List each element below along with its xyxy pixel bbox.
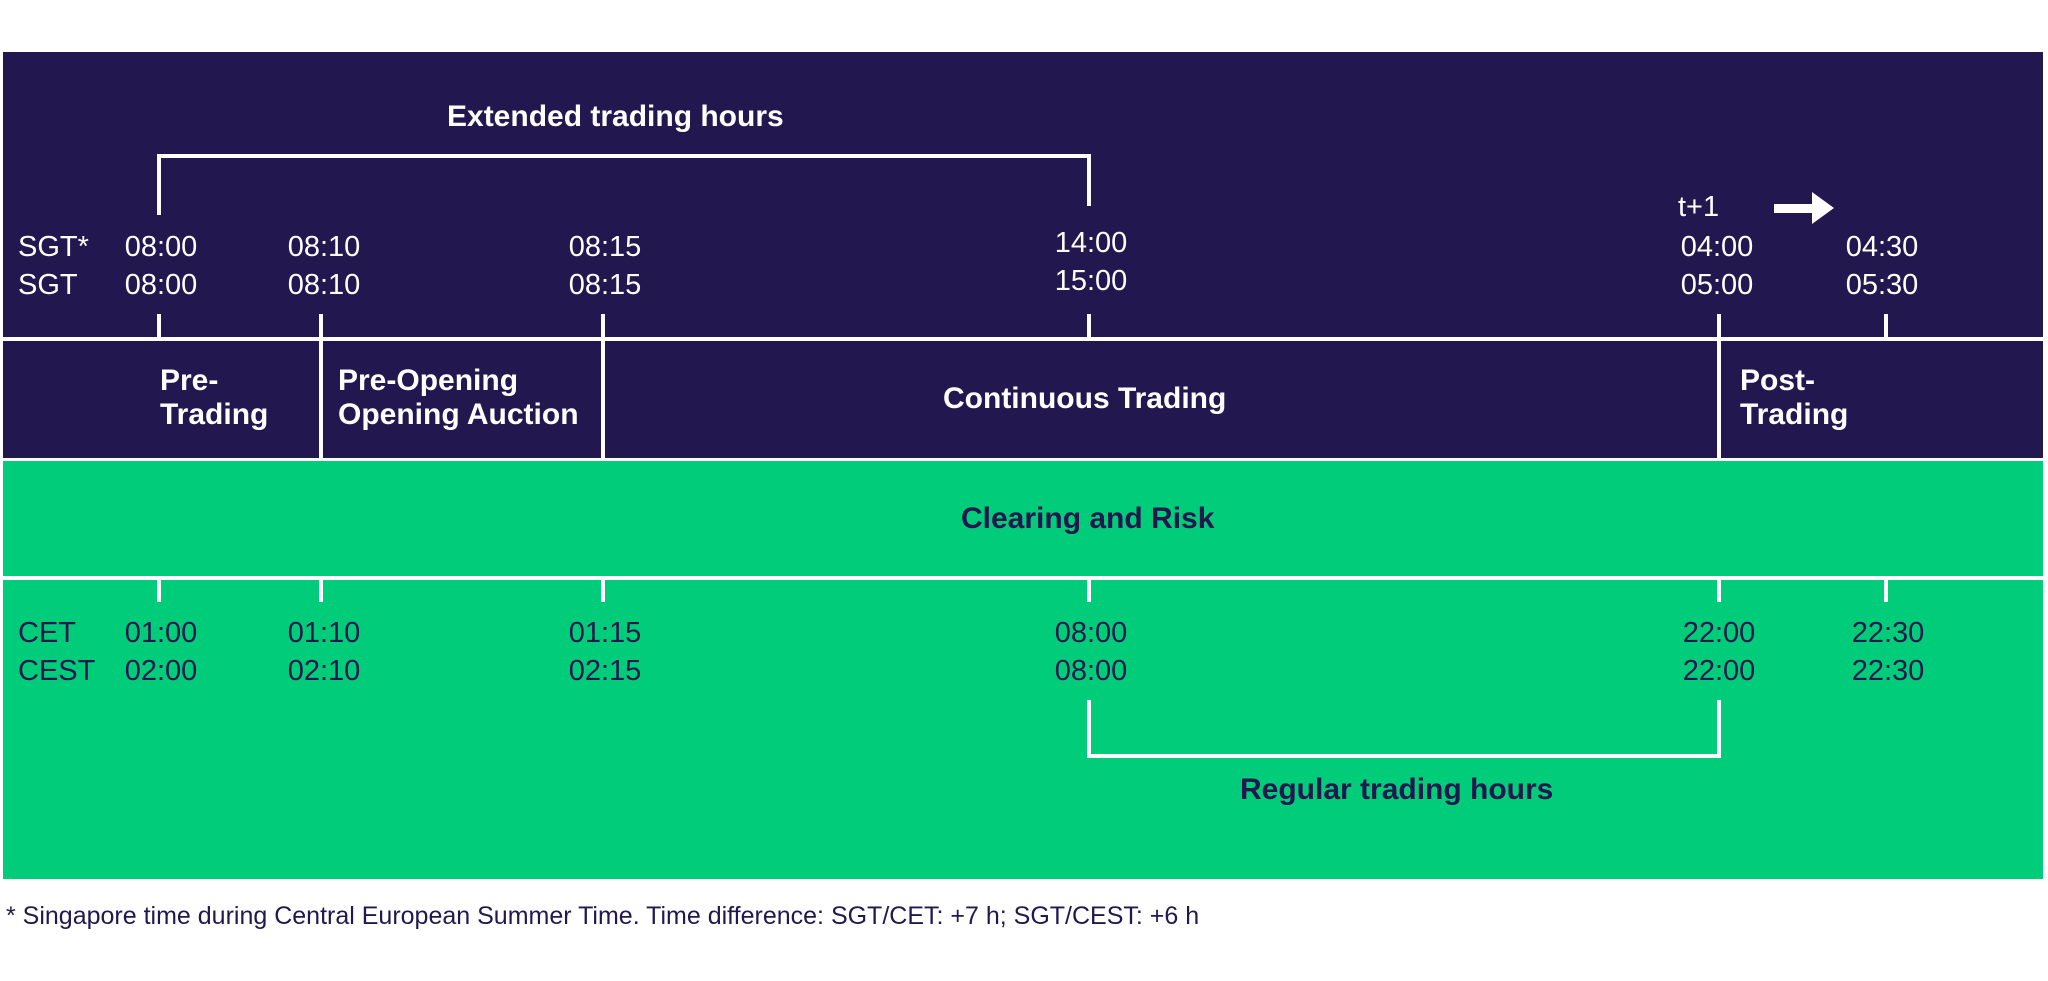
cet-time-0100: 01:00 [124,617,198,649]
tick-bottom-2200 [1717,578,1721,602]
timezone-sgt: SGT [18,269,78,301]
phase-post-trading: Post- Trading [1740,364,1848,432]
phase-pre-opening-line1: Pre-Opening [338,364,519,397]
tick-top-0800 [157,314,161,339]
cest-time-2200: 22:00 [1682,655,1756,687]
phase-pre-trading-line1: Pre- [160,364,219,397]
upper-timeline-line [3,337,2043,341]
cest-time-2230: 22:30 [1851,655,1925,687]
tick-bottom-0115 [601,578,605,602]
cest-time-0800: 08:00 [1054,655,1128,687]
sgt-time-0815-b: 08:15 [568,269,642,301]
sgt-time-0810-a: 08:10 [287,231,361,263]
divider-pre-opening [601,339,605,459]
tick-top-0815 [601,314,605,339]
timezone-cest: CEST [18,655,96,687]
sgt-time-0530: 05:30 [1845,269,1919,301]
tick-top-0810 [319,314,323,339]
phase-pre-trading-line2: Trading [160,398,269,431]
divider-continuous [1717,339,1721,459]
lower-timeline-line [3,576,2043,580]
tick-top-1400 [1087,314,1091,339]
cest-time-0215: 02:15 [568,655,642,687]
divider-pre-trading [319,339,323,459]
cet-time-2200: 22:00 [1682,617,1756,649]
sgt-time-0500: 05:00 [1680,269,1754,301]
tick-bottom-2230 [1884,578,1888,602]
phase-continuous-trading: Continuous Trading [943,382,1227,415]
tick-top-0400 [1717,314,1721,339]
cest-time-0200: 02:00 [124,655,198,687]
footnote: * Singapore time during Central European… [6,902,1200,930]
phase-post-trading-line2: Trading [1740,398,1849,431]
cet-time-0115: 01:15 [568,617,642,649]
cet-timeline-panel [3,461,2043,879]
phase-post-trading-line1: Post- [1740,364,1815,397]
cest-time-0210: 02:10 [287,655,361,687]
tick-bottom-0110 [319,578,323,602]
regular-hours-label: Regular trading hours [1240,773,1554,806]
next-day-label: t+1 [1678,191,1720,223]
cet-time-0800: 08:00 [1054,617,1128,649]
sgt-timeline-panel [3,52,2043,458]
cet-time-0110: 01:10 [287,617,361,649]
phase-pre-opening: Pre-Opening Opening Auction [338,364,579,432]
timezone-cet: CET [18,617,76,649]
sgt-time-0810-b: 08:10 [287,269,361,301]
sgt-time-0800-a: 08:00 [124,231,198,263]
clearing-and-risk-label: Clearing and Risk [961,502,1215,535]
phase-pre-opening-line2: Opening Auction [338,398,579,431]
extended-hours-label: Extended trading hours [447,100,784,133]
tick-bottom-0800 [1087,578,1091,602]
phase-pre-trading: Pre- Trading [160,364,268,432]
sgt-time-0400: 04:00 [1680,231,1754,263]
timezone-sgt-star: SGT* [18,231,89,263]
sgt-time-1400: 14:00 [1054,227,1128,259]
sgt-time-0800-b: 08:00 [124,269,198,301]
tick-top-0430 [1884,314,1888,339]
cet-time-2230: 22:30 [1851,617,1925,649]
sgt-time-0430: 04:30 [1845,231,1919,263]
arrow-right-icon [1774,192,1834,224]
sgt-time-0815-a: 08:15 [568,231,642,263]
sgt-time-1500: 15:00 [1054,265,1128,297]
tick-bottom-0100 [157,578,161,602]
